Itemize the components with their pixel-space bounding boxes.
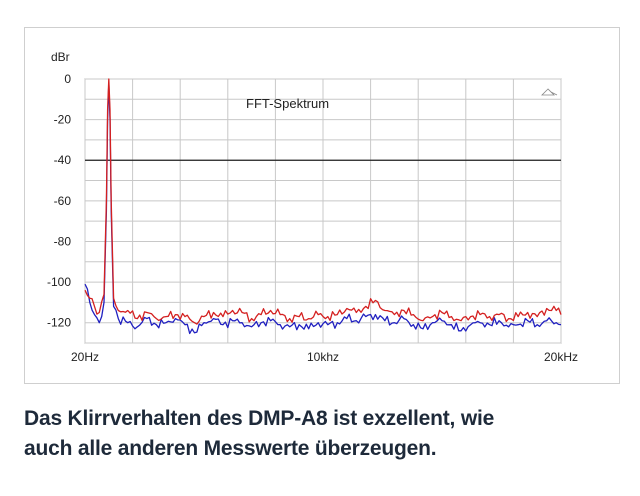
caption-line-2: auch alle anderen Messwerte überzeugen. (24, 437, 437, 460)
triangle-marker-icon (541, 88, 558, 96)
x-tick-label: 20kHz (544, 350, 578, 364)
fft-spectrum-chart: dBr FFT-Spektrum 0 -20 -40 -60 -80 -100 -120 20… (47, 50, 578, 364)
caption-line-1: Das Klirrverhalten des DMP-A8 ist exzell… (24, 407, 495, 430)
x-tick-label: 20Hz (71, 350, 99, 364)
series-line (84, 78, 562, 325)
y-axis-unit-label: dBr (51, 50, 70, 64)
figure-caption: Das Klirrverhalten des DMP-A8 ist exzell… (24, 404, 624, 464)
chart-frame: dBr FFT-Spektrum 0 -20 -40 -60 -80 -100 -120 20… (24, 27, 620, 384)
y-tick-label: -120 (47, 316, 71, 330)
y-tick-label: -40 (54, 153, 72, 167)
y-tick-label: 0 (64, 72, 71, 86)
y-tick-label: -20 (54, 113, 72, 127)
chart-title: FFT-Spektrum (246, 96, 329, 111)
y-tick-label: -60 (54, 194, 72, 208)
y-tick-label: -100 (47, 275, 71, 289)
x-tick-label: 10khz (307, 350, 339, 364)
series-line (84, 82, 562, 335)
y-tick-label: -80 (54, 234, 72, 248)
